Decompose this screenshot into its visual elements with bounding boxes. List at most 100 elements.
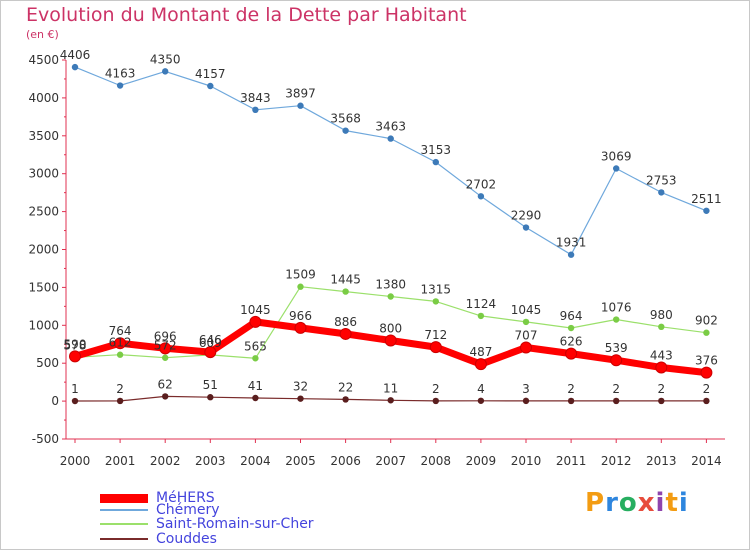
data-label-3: 2: [657, 382, 665, 396]
x-tick-label: 2013: [646, 454, 677, 468]
series-point-1: [432, 158, 439, 166]
data-label-2: 1045: [511, 303, 542, 317]
series-point-3: [297, 395, 304, 402]
data-label-2: 1124: [466, 297, 497, 311]
legend-label: MéHERS: [156, 490, 215, 506]
data-label-0: 800: [379, 321, 402, 335]
series-point-3: [252, 394, 259, 402]
x-tick-label: 2004: [240, 454, 271, 468]
data-label-2: 1076: [601, 301, 632, 315]
data-label-0: 539: [605, 341, 628, 355]
series-point-2: [252, 355, 259, 362]
series-layer: [69, 63, 713, 405]
legend-item: Chémery: [100, 502, 220, 518]
logo-letter: r: [605, 488, 619, 518]
series-point-3: [613, 397, 620, 405]
data-label-2: 1509: [285, 268, 316, 282]
legend-label: Chémery: [156, 502, 220, 518]
series-point-1: [703, 207, 710, 214]
data-label-0: 376: [695, 354, 718, 368]
data-label-0: 966: [289, 309, 312, 323]
axes: -500 0 500 1000 1500 2000 2500 3000 3500 4000 4500…: [28, 53, 725, 468]
series-point-3: [432, 397, 439, 405]
series-point-2: [613, 316, 620, 323]
series-point-3: [567, 397, 575, 405]
series-point-2: [522, 318, 530, 326]
series-point-1: [207, 82, 214, 90]
data-label-3: 1: [71, 382, 79, 396]
data-label-3: 4: [477, 382, 485, 396]
legend-label: Couddes: [156, 531, 217, 547]
series-point-3: [658, 397, 665, 405]
series-point-1: [252, 106, 259, 114]
data-label-3: 41: [248, 379, 263, 393]
data-label-2: 572: [154, 339, 177, 353]
y-tick-label: 0: [51, 394, 59, 408]
series-point-0: [700, 366, 713, 379]
x-tick-label: 2014: [691, 454, 722, 468]
series-point-1: [162, 68, 169, 75]
series-point-0: [474, 358, 487, 371]
data-label-1: 3463: [375, 120, 406, 134]
legend-item: Saint-Romain-sur-Cher: [100, 516, 314, 532]
logo-letter: o: [618, 488, 638, 518]
series-point-2: [116, 351, 124, 358]
series-point-1: [477, 193, 485, 200]
data-label-3: 11: [383, 381, 398, 395]
data-label-1: 2753: [646, 173, 677, 187]
legend-swatch: [100, 509, 148, 511]
series-point-0: [429, 341, 442, 354]
y-tick-label: -500: [32, 432, 59, 446]
series-point-1: [342, 127, 349, 134]
data-label-1: 2702: [466, 177, 497, 191]
series-point-0: [565, 347, 578, 360]
data-label-3: 2: [432, 382, 440, 396]
data-label-1: 2511: [691, 192, 722, 206]
data-label-2: 1445: [330, 273, 361, 287]
data-label-1: 4350: [150, 52, 181, 66]
series-point-0: [204, 346, 217, 359]
series-point-0: [159, 342, 172, 355]
series-point-2: [703, 329, 710, 336]
series-point-0: [294, 321, 307, 334]
series-point-2: [658, 323, 665, 331]
legend-swatch: [100, 538, 148, 540]
series-point-0: [69, 350, 81, 363]
data-labels: 590 764 696 646 1045 966 886 800 712 487 707 626 539…: [60, 48, 722, 396]
logo-letter: P: [585, 488, 606, 518]
data-label-2: 964: [560, 309, 583, 323]
series-point-1: [116, 82, 124, 89]
data-label-2: 980: [650, 308, 673, 322]
y-tick-label: 4500: [28, 53, 59, 67]
x-tick-label: 2012: [601, 454, 632, 468]
data-label-0: 590: [64, 337, 87, 351]
y-tick-label: 2000: [28, 243, 59, 257]
data-label-2: 902: [695, 314, 718, 328]
data-label-1: 3843: [240, 91, 271, 105]
data-label-1: 4406: [60, 48, 91, 62]
legend-swatch: [100, 523, 148, 525]
series-point-2: [342, 288, 349, 295]
unit-label: (en €): [26, 28, 59, 41]
y-tick-label: 1000: [28, 318, 59, 332]
y-tick-label: 3500: [28, 129, 59, 143]
series-point-3: [207, 394, 214, 401]
data-label-3: 2: [567, 382, 575, 396]
chart-title: Evolution du Montant de la Dette par Hab…: [26, 4, 467, 26]
series-point-2: [477, 312, 485, 320]
x-tick-label: 2006: [330, 454, 361, 468]
x-tick-label: 2011: [556, 454, 587, 468]
series-point-0: [114, 337, 127, 350]
data-label-2: 1315: [421, 282, 452, 296]
series-point-3: [71, 397, 79, 405]
series-point-0: [339, 327, 352, 340]
series-point-3: [387, 397, 394, 404]
logo-letter: x: [637, 488, 656, 518]
data-label-3: 51: [203, 378, 218, 392]
legend-swatch: [100, 493, 148, 503]
series-point-0: [610, 354, 623, 367]
series-point-2: [567, 324, 575, 332]
data-label-1: 4157: [195, 67, 226, 81]
data-label-3: 2: [703, 382, 711, 396]
series-point-3: [703, 397, 710, 405]
